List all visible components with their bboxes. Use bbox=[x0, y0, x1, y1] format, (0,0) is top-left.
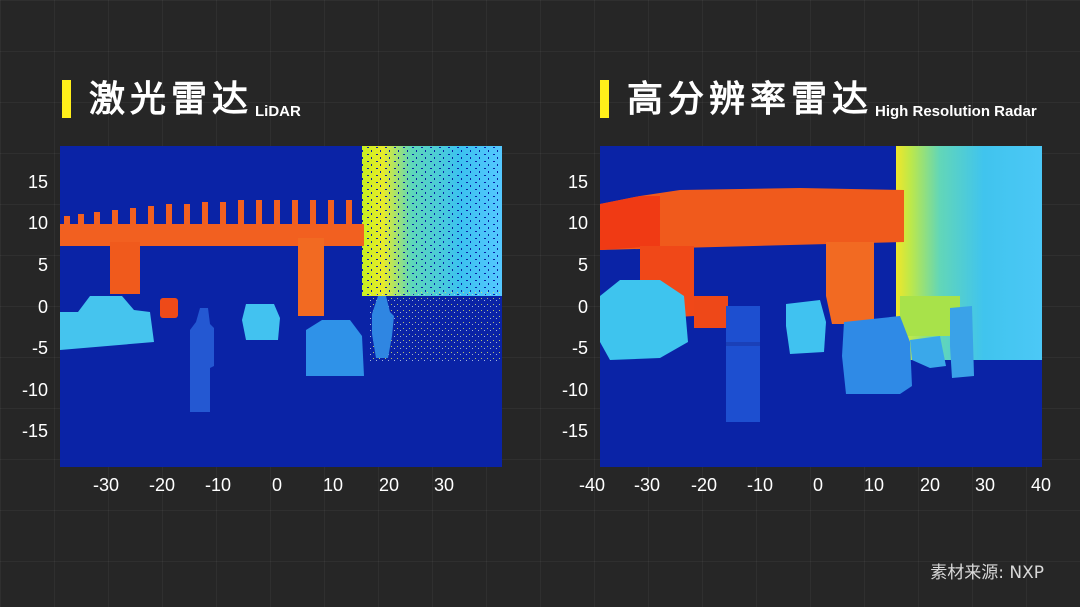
x-tick-label: 40 bbox=[1030, 475, 1052, 495]
x-tick-label: -30 bbox=[633, 475, 660, 495]
x-tick-label: 30 bbox=[974, 475, 996, 495]
y-tick-label: -5 bbox=[571, 338, 588, 358]
y-tick-label: -10 bbox=[21, 380, 48, 400]
x-tick-label: 20 bbox=[378, 475, 400, 495]
y-tick-label: 15 bbox=[567, 172, 588, 192]
lidar-depth-image bbox=[60, 146, 502, 467]
y-tick-label: 5 bbox=[577, 255, 588, 275]
title-accent-bar bbox=[600, 80, 609, 118]
x-tick-label: -20 bbox=[690, 475, 717, 495]
y-tick-label: -15 bbox=[21, 421, 48, 441]
y-tick-label: -10 bbox=[561, 380, 588, 400]
x-tick-label: -10 bbox=[746, 475, 773, 495]
radar-depth-image bbox=[600, 146, 1042, 467]
x-tick-label: 30 bbox=[433, 475, 455, 495]
radar-title-block: 高分辨率雷达 High Resolution Radar bbox=[600, 80, 1037, 120]
y-tick-label: 0 bbox=[577, 297, 588, 317]
y-tick-label: 5 bbox=[37, 255, 48, 275]
y-tick-label: -5 bbox=[31, 338, 48, 358]
lidar-title-block: 激光雷达 LiDAR bbox=[62, 80, 301, 120]
y-tick-label: -15 bbox=[561, 421, 588, 441]
y-tick-label: 15 bbox=[27, 172, 48, 192]
x-tick-label: -10 bbox=[204, 475, 231, 495]
x-tick-label: 10 bbox=[863, 475, 885, 495]
lidar-title: 激光雷达 bbox=[89, 79, 254, 120]
y-tick-label: 10 bbox=[27, 213, 48, 233]
radar-title: 高分辨率雷达 bbox=[627, 79, 874, 120]
y-tick-label: 10 bbox=[567, 213, 588, 233]
title-accent-bar bbox=[62, 80, 71, 118]
source-credit: 素材来源: NXP bbox=[930, 563, 1044, 583]
y-tick-label: 0 bbox=[37, 297, 48, 317]
x-tick-label: -30 bbox=[92, 475, 119, 495]
x-tick-label: 20 bbox=[919, 475, 941, 495]
lidar-subtitle: LiDAR bbox=[255, 103, 301, 120]
x-tick-label: 0 bbox=[271, 475, 282, 495]
x-tick-label: -40 bbox=[578, 475, 605, 495]
x-tick-label: 10 bbox=[322, 475, 344, 495]
x-tick-label: -20 bbox=[148, 475, 175, 495]
x-tick-label: 0 bbox=[812, 475, 823, 495]
radar-subtitle: High Resolution Radar bbox=[875, 103, 1037, 120]
